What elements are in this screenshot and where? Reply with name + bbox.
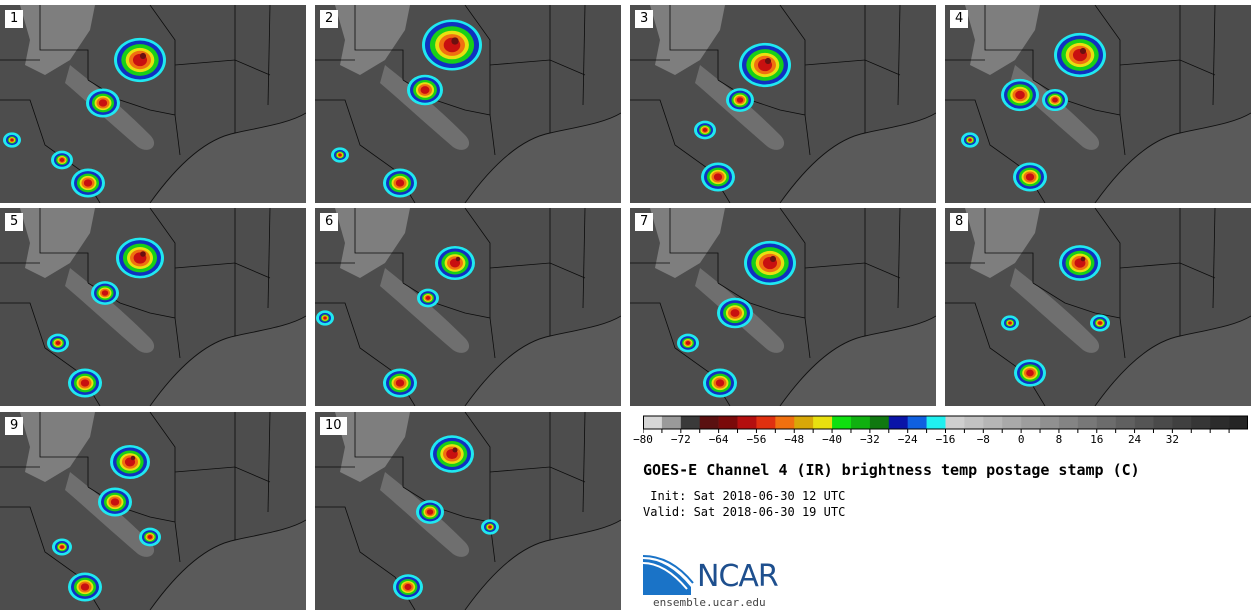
colorbar-swatch [813, 416, 833, 429]
ensemble-url: ensemble.ucar.edu [653, 596, 766, 609]
colorbar-tick-label: −64 [708, 433, 729, 446]
ir-satellite-map [0, 412, 306, 610]
member-label: 6 [320, 213, 339, 231]
member-label: 7 [635, 213, 654, 231]
colorbar-swatch [907, 416, 927, 429]
colorbar-tick-label: −16 [935, 433, 956, 446]
colorbar-swatch [1172, 416, 1192, 429]
colorbar-swatch [1040, 416, 1060, 429]
colorbar-swatch [737, 416, 757, 429]
colorbar-swatch [832, 416, 852, 429]
ensemble-member-panel-9: 9 [0, 412, 306, 610]
ir-satellite-map [945, 5, 1251, 203]
ensemble-member-panel-7: 7 [630, 208, 936, 406]
init-time: Init: Sat 2018-06-30 12 UTC [643, 489, 846, 503]
ir-satellite-map [315, 208, 621, 406]
valid-time: Valid: Sat 2018-06-30 19 UTC [643, 505, 846, 519]
member-label: 4 [950, 10, 969, 28]
ensemble-member-panel-2: 2 [315, 5, 621, 203]
member-label: 10 [320, 417, 347, 435]
colorbar-swatch [1191, 416, 1211, 429]
ir-satellite-map [315, 5, 621, 203]
ensemble-member-panel-3: 3 [630, 5, 936, 203]
member-label: 1 [5, 10, 24, 28]
colorbar-tick-label: −32 [859, 433, 880, 446]
ensemble-member-panel-1: 1 [0, 5, 306, 203]
colorbar-swatch [643, 416, 663, 429]
ensemble-member-panel-4: 4 [945, 5, 1251, 203]
colorbar-swatch [794, 416, 814, 429]
colorbar-swatch [1115, 416, 1135, 429]
colorbar-swatch [888, 416, 908, 429]
colorbar-swatch [1021, 416, 1041, 429]
colorbar-tick-label: 24 [1127, 433, 1142, 446]
colorbar-tick-label: 32 [1165, 433, 1179, 446]
colorbar-swatch [850, 416, 871, 429]
ncar-logo-icon [643, 555, 694, 595]
plot-title: GOES-E Channel 4 (IR) brightness temp po… [643, 461, 1140, 479]
colorbar-swatch [1058, 416, 1079, 429]
colorbar-swatch [756, 416, 776, 429]
colorbar-swatch [945, 416, 965, 429]
colorbar-tick-label: 16 [1090, 433, 1104, 446]
ensemble-member-panel-5: 5 [0, 208, 306, 406]
colorbar-swatch [983, 416, 1003, 429]
ensemble-member-panel-8: 8 [945, 208, 1251, 406]
ir-satellite-map [945, 208, 1251, 406]
ensemble-member-panel-10: 10 [315, 412, 621, 610]
colorbar-swatch [1002, 416, 1022, 429]
colorbar-swatch [1210, 416, 1230, 429]
ir-satellite-map [630, 208, 936, 406]
colorbar-tick-label: −40 [822, 433, 842, 446]
member-label: 9 [5, 417, 24, 435]
ir-satellite-map [315, 412, 621, 610]
colorbar-swatch [1134, 416, 1154, 429]
colorbar-swatch [718, 416, 738, 429]
temperature-colorbar [643, 415, 1248, 433]
member-label: 5 [5, 213, 24, 231]
colorbar-swatch [699, 416, 719, 429]
colorbar-swatch [964, 416, 984, 429]
colorbar-tick-label: −80 [633, 433, 653, 446]
colorbar-swatch [1096, 416, 1116, 429]
member-label: 2 [320, 10, 339, 28]
colorbar-tick-label: −8 [976, 433, 990, 446]
colorbar-swatch [680, 416, 701, 429]
ir-satellite-map [0, 5, 306, 203]
member-label: 3 [635, 10, 654, 28]
ncar-wordmark: NCAR [697, 559, 779, 594]
colorbar-swatch [926, 416, 946, 429]
colorbar-swatch [1229, 416, 1248, 429]
colorbar-swatch [775, 416, 795, 429]
colorbar-tick-label: −48 [784, 433, 805, 446]
colorbar-swatch [1077, 416, 1098, 429]
colorbar-tick-label: −72 [670, 433, 691, 446]
ir-satellite-map [630, 5, 936, 203]
colorbar-tick-label: −24 [897, 433, 918, 446]
ensemble-member-panel-6: 6 [315, 208, 621, 406]
colorbar-tick-label: 8 [1055, 433, 1063, 446]
colorbar-tick-label: 0 [1017, 433, 1025, 446]
colorbar-swatch [661, 416, 682, 429]
ir-satellite-map [0, 208, 306, 406]
colorbar-tick-label: −56 [746, 433, 767, 446]
colorbar-swatch [869, 416, 890, 429]
member-label: 8 [950, 213, 969, 231]
colorbar-tick-labels: −80 −72 −64 −56 −48 −40 −32 −24 −16 −8 0 8 16 24 32 [0, 433, 1260, 449]
colorbar-swatch [1153, 416, 1173, 429]
